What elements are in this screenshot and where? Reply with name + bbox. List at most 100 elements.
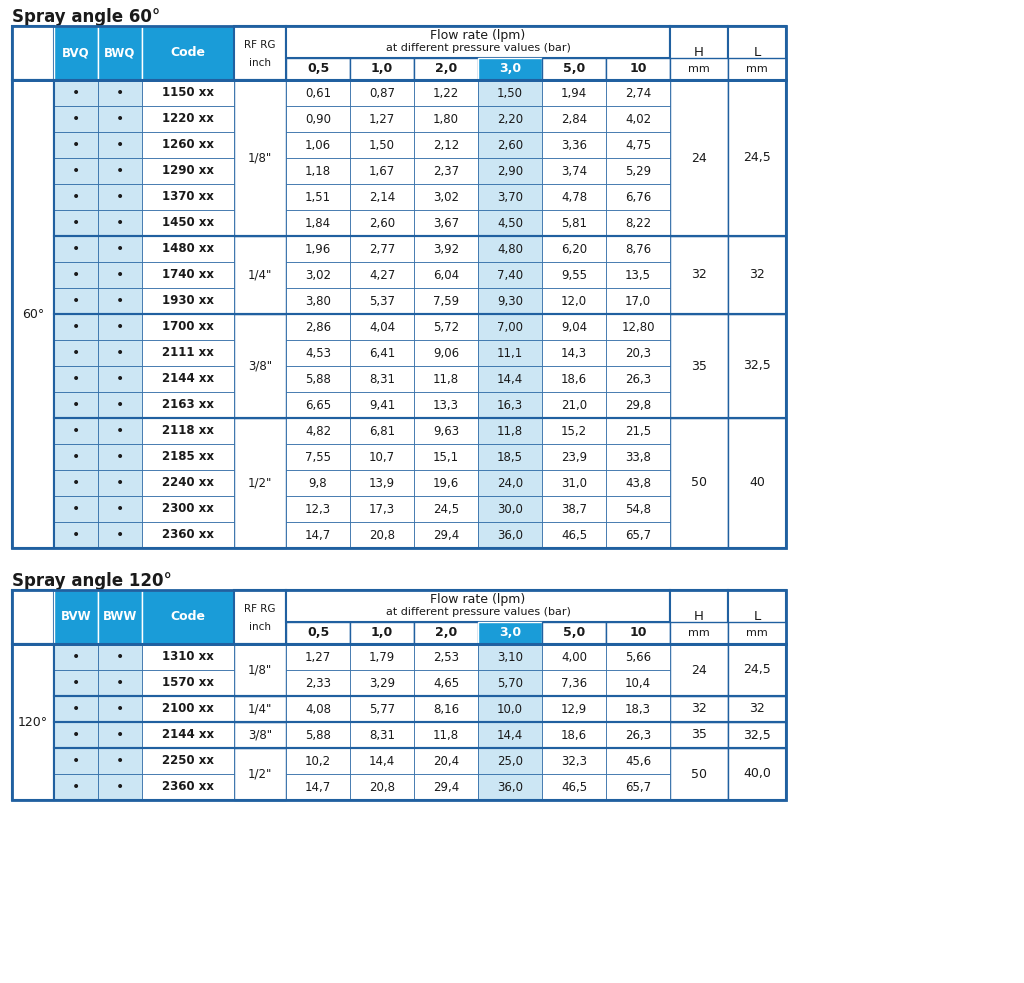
Bar (54, 722, 786, 748)
Bar (542, 210, 606, 236)
Bar (478, 288, 542, 314)
Bar (98, 184, 142, 210)
Text: 36,0: 36,0 (497, 781, 523, 793)
Bar (478, 696, 542, 722)
Text: Spray angle 120°: Spray angle 120° (12, 572, 172, 590)
Bar (350, 184, 414, 210)
Bar (350, 670, 414, 696)
Bar (286, 418, 350, 444)
Text: 32: 32 (750, 703, 765, 716)
Bar (414, 80, 478, 106)
Text: 32: 32 (691, 703, 707, 716)
Bar (286, 622, 350, 644)
Text: •: • (116, 502, 124, 516)
Text: 7,55: 7,55 (305, 450, 331, 464)
Text: 46,5: 46,5 (561, 781, 587, 793)
Text: 24,0: 24,0 (497, 477, 523, 490)
Text: 1,27: 1,27 (369, 112, 395, 126)
Bar (142, 366, 234, 392)
Text: 2118 xx: 2118 xx (162, 425, 214, 437)
Bar (350, 80, 414, 106)
Bar (350, 722, 414, 748)
Text: •: • (116, 424, 124, 438)
Bar (728, 418, 786, 548)
Bar (728, 696, 786, 722)
Bar (478, 184, 542, 210)
Text: 1,79: 1,79 (369, 651, 395, 664)
Text: 1,22: 1,22 (433, 87, 459, 99)
Bar (606, 288, 670, 314)
Text: 1/4": 1/4" (248, 268, 272, 281)
Text: 11,1: 11,1 (497, 346, 523, 360)
Bar (286, 748, 350, 774)
Bar (142, 132, 234, 158)
Text: 5,88: 5,88 (305, 728, 331, 741)
Bar (478, 496, 542, 522)
Bar (98, 106, 142, 132)
Text: 120°: 120° (18, 716, 48, 728)
Bar (142, 774, 234, 800)
Bar (670, 748, 728, 800)
Text: 13,5: 13,5 (625, 268, 651, 281)
Text: 18,3: 18,3 (625, 703, 651, 716)
Bar (414, 366, 478, 392)
Text: 18,6: 18,6 (561, 373, 587, 385)
Text: 21,5: 21,5 (625, 425, 651, 437)
Bar (728, 58, 786, 80)
Text: 10,2: 10,2 (305, 755, 331, 768)
Text: 3,0: 3,0 (499, 626, 521, 640)
Bar (606, 132, 670, 158)
Bar (478, 58, 542, 80)
Bar (606, 496, 670, 522)
Bar (478, 210, 542, 236)
Text: 2100 xx: 2100 xx (162, 703, 214, 716)
Text: 12,80: 12,80 (622, 320, 654, 333)
Bar (350, 644, 414, 670)
Text: BWW: BWW (102, 610, 137, 623)
Text: 10: 10 (630, 63, 647, 76)
Bar (728, 236, 786, 314)
Text: 31,0: 31,0 (561, 477, 587, 490)
Text: •: • (116, 450, 124, 464)
Bar (670, 58, 728, 80)
Text: 1/4": 1/4" (248, 703, 272, 716)
Bar (478, 722, 542, 748)
Bar (286, 366, 350, 392)
Text: 1/2": 1/2" (248, 768, 272, 781)
Bar (142, 236, 234, 262)
Bar (54, 748, 786, 800)
Text: •: • (72, 346, 80, 360)
Bar (54, 522, 98, 548)
Bar (606, 236, 670, 262)
Text: 2,86: 2,86 (305, 320, 331, 333)
Text: 5,81: 5,81 (561, 216, 587, 229)
Text: at different pressure values (bar): at different pressure values (bar) (386, 43, 570, 53)
Text: 4,27: 4,27 (369, 268, 395, 281)
Text: 8,16: 8,16 (433, 703, 459, 716)
Text: 3,29: 3,29 (369, 676, 395, 689)
Text: 5,88: 5,88 (305, 373, 331, 385)
Text: 3/8": 3/8" (248, 360, 272, 373)
Text: 1,94: 1,94 (561, 87, 587, 99)
Text: •: • (72, 138, 80, 152)
Text: Code: Code (171, 46, 206, 60)
Bar (414, 470, 478, 496)
Text: 2360 xx: 2360 xx (162, 781, 214, 793)
Bar (728, 26, 786, 80)
Text: 6,41: 6,41 (369, 346, 395, 360)
Text: 29,4: 29,4 (433, 529, 459, 542)
Text: 24,5: 24,5 (743, 664, 771, 676)
Bar (98, 496, 142, 522)
Text: 1930 xx: 1930 xx (162, 295, 214, 308)
Bar (142, 392, 234, 418)
Bar (542, 444, 606, 470)
Bar (12, 26, 786, 80)
Bar (542, 58, 606, 80)
Text: 24,5: 24,5 (433, 502, 459, 515)
Bar (234, 590, 286, 644)
Bar (54, 644, 786, 696)
Bar (414, 210, 478, 236)
Text: •: • (72, 216, 80, 230)
Bar (98, 418, 142, 444)
Text: 3,92: 3,92 (433, 243, 459, 256)
